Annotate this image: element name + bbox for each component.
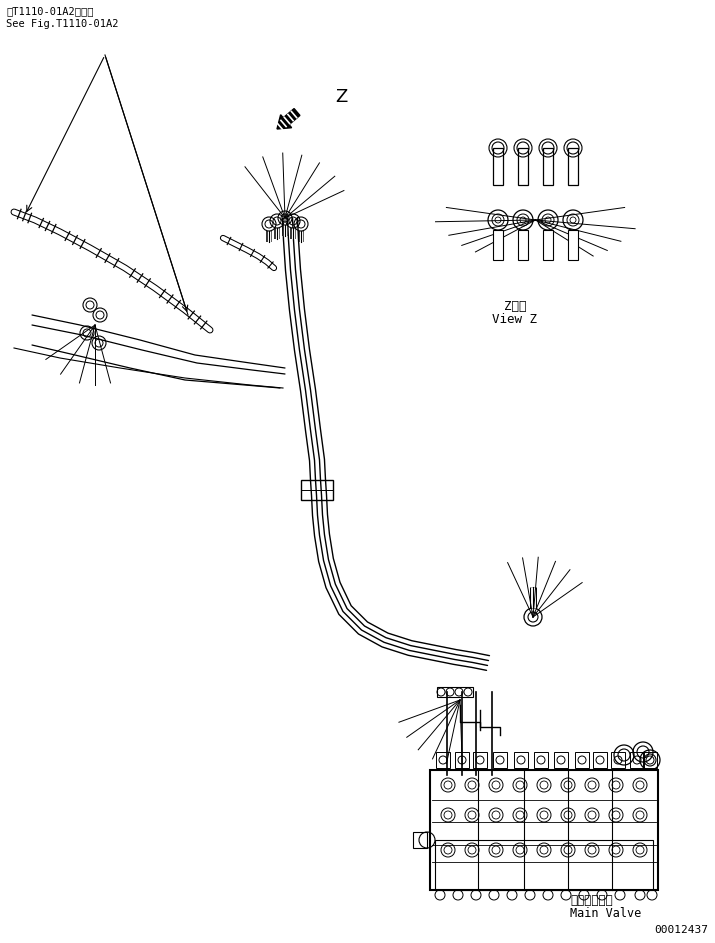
Bar [568, 230, 578, 260]
FancyArrow shape [277, 108, 300, 129]
Text: 第T1110-01A2図参照: 第T1110-01A2図参照 [6, 6, 94, 16]
Bar [518, 230, 528, 260]
Bar [643, 752, 657, 768]
Bar [301, 480, 333, 500]
Text: Z: Z [335, 88, 347, 106]
Bar [436, 752, 450, 768]
Bar [413, 832, 427, 848]
Bar [473, 752, 487, 768]
Bar [430, 770, 658, 890]
Text: Z　視: Z 視 [504, 300, 526, 313]
Text: See Fig.T1110-01A2: See Fig.T1110-01A2 [6, 19, 119, 29]
Bar [435, 840, 653, 890]
Bar [593, 752, 607, 768]
Bar [514, 752, 528, 768]
Bar [554, 752, 568, 768]
Bar [575, 752, 589, 768]
Bar [611, 752, 625, 768]
Text: Main Valve: Main Valve [570, 907, 641, 920]
Bar [518, 148, 528, 185]
Text: 00012437: 00012437 [654, 925, 708, 935]
Bar [534, 752, 548, 768]
Bar [543, 148, 553, 185]
Text: メインバルブ: メインバルブ [570, 894, 613, 907]
Bar [493, 148, 503, 185]
Bar [568, 148, 578, 185]
Bar [493, 230, 503, 260]
Bar [493, 752, 507, 768]
Bar [455, 752, 469, 768]
Bar [437, 687, 473, 697]
Text: View Z: View Z [493, 313, 538, 326]
Bar [630, 752, 644, 768]
Bar [543, 230, 553, 260]
